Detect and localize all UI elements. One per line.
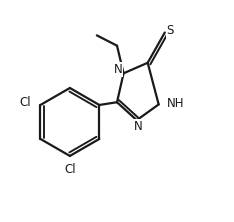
Text: Cl: Cl [64, 163, 76, 176]
Text: Cl: Cl [20, 96, 31, 109]
Text: N: N [114, 63, 122, 76]
Text: S: S [167, 24, 174, 37]
Text: N: N [134, 120, 143, 133]
Text: NH: NH [167, 97, 184, 110]
